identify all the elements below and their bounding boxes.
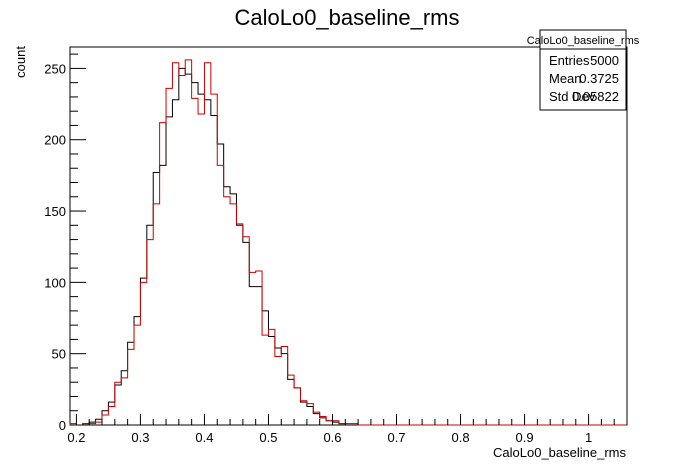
y-tick-label: 200 [44, 133, 66, 148]
x-tick-label: 0.7 [387, 430, 405, 445]
histogram-series-2 [69, 59, 627, 426]
x-tick-label: 0.2 [67, 430, 85, 445]
y-tick-label: 150 [44, 204, 66, 219]
stats-box-frame [539, 29, 627, 111]
y-tick-label: 0 [59, 418, 66, 433]
stats-entries-value: 5000 [590, 53, 619, 68]
y-axis-label: count [13, 46, 28, 78]
y-tick-label: 250 [44, 61, 66, 76]
x-axis-label: CaloLo0_baseline_rms [493, 445, 626, 460]
x-tick-label: 1 [585, 430, 592, 445]
stats-stddev-value: 0.05822 [572, 89, 619, 104]
chart-title: CaloLo0_baseline_rms [234, 5, 459, 30]
stats-stddev-label: Std Dev [549, 89, 596, 104]
x-tick-label: 0.8 [452, 430, 470, 445]
series-layer [69, 59, 627, 426]
histogram-series-1 [70, 67, 627, 426]
stats-mean-value: 0.3725 [579, 71, 619, 86]
x-tick-label: 0.6 [323, 430, 341, 445]
x-tick-label: 0.9 [516, 430, 534, 445]
x-axis: 0.2 0.3 0.4 0.5 0.6 0.7 0.8 0.9 1 [67, 414, 628, 445]
stats-entries-label: Entries [549, 53, 590, 68]
stats-box: CaloLo0_baseline_rms Entries 5000 Mean 0… [527, 29, 640, 111]
x-tick-label: 0.5 [259, 430, 277, 445]
x-tick-label: 0.4 [195, 430, 213, 445]
y-axis: 0 50 100 150 200 250 [44, 53, 86, 433]
y-tick-label: 50 [52, 347, 66, 362]
y-tick-label: 100 [44, 275, 66, 290]
x-tick-label: 0.3 [131, 430, 149, 445]
stats-mean-label: Mean [549, 71, 582, 86]
stats-box-title: CaloLo0_baseline_rms [527, 35, 640, 47]
